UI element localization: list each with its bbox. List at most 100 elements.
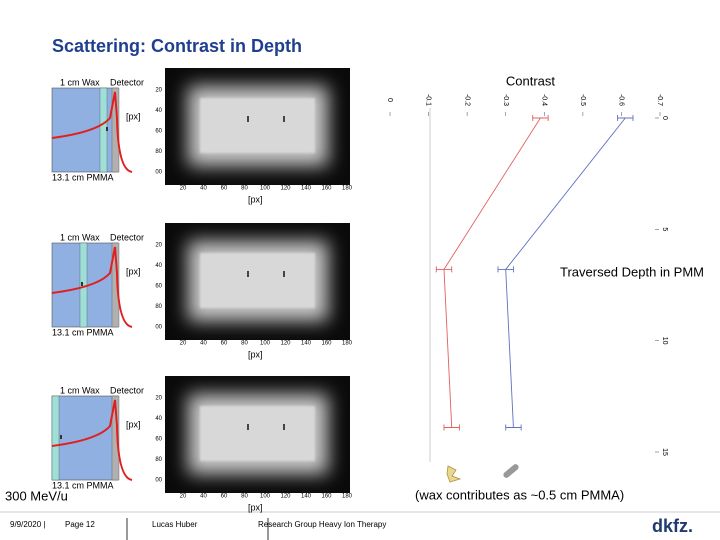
image-x-tick: 80 bbox=[241, 186, 248, 192]
image-x-tick: 120 bbox=[280, 341, 291, 347]
detector-label: Detector bbox=[110, 385, 144, 395]
y-unit: [px] bbox=[126, 111, 141, 121]
image-x-tick: 20 bbox=[180, 494, 187, 500]
image-x-tick: 100 bbox=[260, 186, 271, 192]
y-axis-label: Contrast bbox=[506, 73, 556, 88]
error-bar bbox=[505, 424, 522, 431]
x-unit: [px] bbox=[248, 194, 263, 204]
image-y-tick: 20 bbox=[155, 396, 162, 402]
image-x-tick: 180 bbox=[342, 341, 353, 347]
pmma-block bbox=[51, 87, 119, 173]
y-unit: [px] bbox=[126, 419, 141, 429]
footer-page: Page 12 bbox=[65, 520, 95, 529]
image-x-tick: 120 bbox=[280, 186, 291, 192]
image-y-tick: 40 bbox=[155, 416, 162, 422]
footer-author: Lucas Huber bbox=[152, 520, 198, 529]
image-x-tick: 140 bbox=[301, 186, 312, 192]
error-bar bbox=[497, 266, 514, 273]
image-x-tick: 20 bbox=[180, 341, 187, 347]
x-tick-label: 5 bbox=[661, 227, 668, 231]
image-y-tick: 80 bbox=[155, 457, 162, 463]
beam-label: 300 MeV/u bbox=[5, 488, 68, 503]
x-tick-label: 15 bbox=[661, 448, 668, 456]
image-x-tick: 180 bbox=[342, 186, 353, 192]
wax-label: 1 cm Wax bbox=[60, 77, 100, 87]
pmma-label: 13.1 cm PMMA bbox=[52, 480, 114, 490]
bragg-curve bbox=[51, 246, 133, 328]
image-x-tick: 140 bbox=[301, 341, 312, 347]
pmma-block bbox=[51, 395, 119, 481]
image-dot bbox=[247, 424, 249, 430]
image-x-tick: 40 bbox=[200, 494, 207, 500]
image-y-tick: 00 bbox=[155, 325, 162, 331]
image-x-tick: 80 bbox=[241, 341, 248, 347]
y-tick-label: -0.5 bbox=[579, 94, 586, 106]
y-tick-label: 0 bbox=[386, 98, 393, 102]
detector bbox=[111, 87, 120, 173]
image-dot bbox=[283, 116, 285, 122]
wax-icon bbox=[446, 465, 462, 483]
bragg-curve bbox=[51, 399, 133, 481]
panel: 1 cm Wax Detector 13.1 cm PMMA [px] [px] 20 40… bbox=[51, 223, 353, 359]
image-x-tick: 60 bbox=[221, 494, 228, 500]
image-x-tick: 60 bbox=[221, 186, 228, 192]
series-line bbox=[443, 117, 541, 428]
pmma-label: 13.1 cm PMMA bbox=[52, 172, 114, 182]
detector bbox=[111, 242, 120, 328]
image-y-tick: 60 bbox=[155, 129, 162, 135]
image-y-tick: 40 bbox=[155, 263, 162, 269]
image-x-tick: 120 bbox=[280, 494, 291, 500]
footer-date: 9/9/2020 | bbox=[10, 520, 45, 529]
image-x-tick: 100 bbox=[260, 494, 271, 500]
error-bar bbox=[435, 266, 453, 273]
y-tick-label: -0.7 bbox=[656, 94, 663, 106]
image-y-tick: 20 bbox=[155, 243, 162, 249]
wax-label: 1 cm Wax bbox=[60, 385, 100, 395]
y-tick-label: -0.6 bbox=[618, 94, 625, 106]
detector-label: Detector bbox=[110, 77, 144, 87]
pmma-label: 13.1 cm PMMA bbox=[52, 327, 114, 337]
image-x-tick: 160 bbox=[321, 494, 332, 500]
image-x-tick: 160 bbox=[321, 341, 332, 347]
image-dot bbox=[247, 116, 249, 122]
image-x-tick: 60 bbox=[221, 341, 228, 347]
image-y-tick: 80 bbox=[155, 304, 162, 310]
image-y-tick: 40 bbox=[155, 108, 162, 114]
image-x-tick: 80 bbox=[241, 494, 248, 500]
image-core bbox=[200, 98, 315, 153]
y-tick-label: -0.2 bbox=[463, 94, 470, 106]
image-x-tick: 100 bbox=[260, 341, 271, 347]
footer-group: Research Group Heavy Ion Therapy bbox=[258, 520, 386, 529]
y-unit: [px] bbox=[126, 266, 141, 276]
y-tick-label: -0.3 bbox=[502, 94, 509, 106]
error-bar bbox=[617, 115, 634, 121]
image-dot bbox=[247, 271, 249, 277]
image-y-tick: 00 bbox=[155, 170, 162, 176]
x-tick-label: 10 bbox=[661, 337, 668, 345]
image-y-tick: 20 bbox=[155, 88, 162, 94]
panels: 1 cm Wax Detector 13.1 cm PMMA [px] [px] 20 40… bbox=[51, 68, 353, 512]
marker bbox=[60, 435, 62, 439]
image-dot bbox=[283, 424, 285, 430]
image-core bbox=[200, 253, 315, 308]
logo: dkfz. bbox=[652, 516, 693, 536]
image-x-tick: 140 bbox=[301, 494, 312, 500]
x-unit: [px] bbox=[248, 502, 263, 512]
image-dot bbox=[283, 271, 285, 277]
wax-layer bbox=[51, 395, 60, 481]
wax-label: 1 cm Wax bbox=[60, 232, 100, 242]
image-y-tick: 80 bbox=[155, 149, 162, 155]
detector bbox=[111, 395, 120, 481]
detector-label: Detector bbox=[110, 232, 144, 242]
panel: 1 cm Wax Detector 13.1 cm PMMA [px] [px] 20 40… bbox=[51, 68, 353, 204]
panel: 1 cm Wax Detector 13.1 cm PMMA [px] [px] 20 40… bbox=[51, 376, 353, 512]
image-x-tick: 40 bbox=[200, 341, 207, 347]
pmma-icon bbox=[503, 464, 519, 478]
error-bar bbox=[532, 115, 549, 121]
image-y-tick: 60 bbox=[155, 437, 162, 443]
y-tick-label: -0.1 bbox=[425, 94, 432, 106]
marker bbox=[81, 282, 83, 286]
image-y-tick: 60 bbox=[155, 284, 162, 290]
image-x-tick: 160 bbox=[321, 186, 332, 192]
